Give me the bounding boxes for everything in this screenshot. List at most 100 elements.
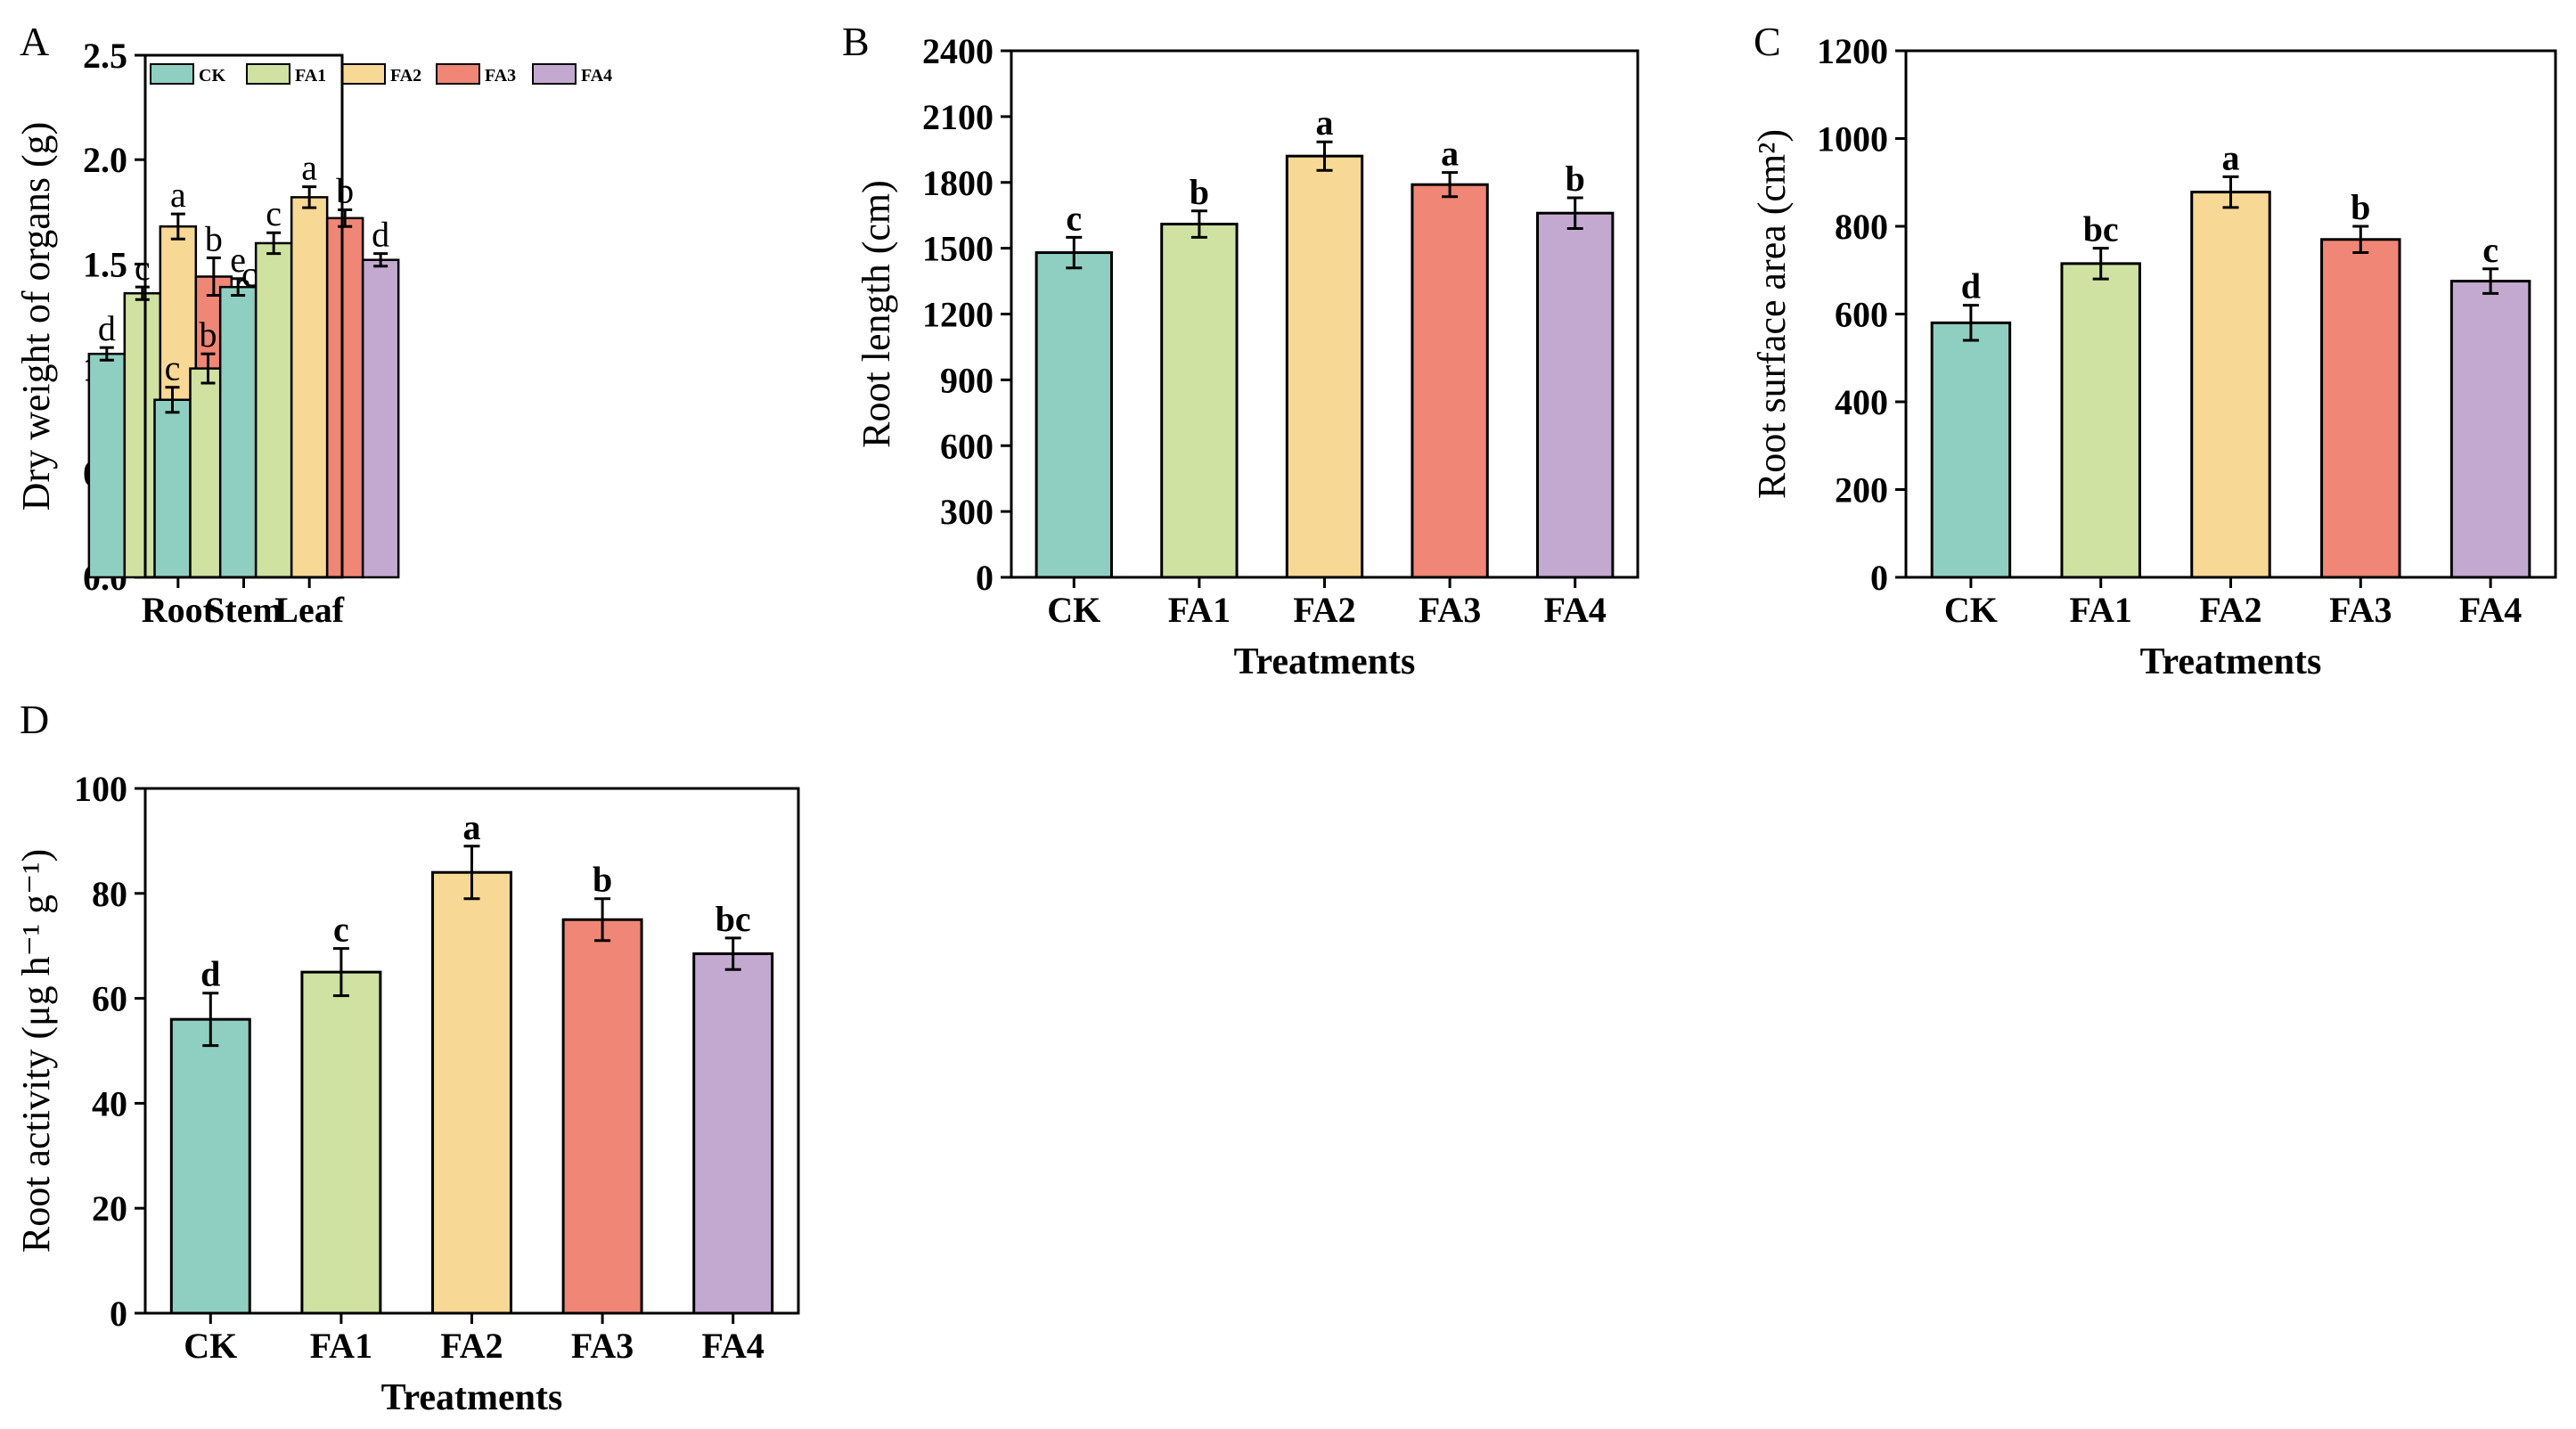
- significance-letter: a: [301, 148, 317, 188]
- bar: [361, 258, 400, 579]
- y-tick-label: 80: [92, 874, 127, 914]
- significance-letter: c: [2482, 230, 2498, 270]
- bar: [1034, 251, 1113, 579]
- bar: [290, 196, 329, 579]
- legend-label: FA2: [390, 66, 421, 86]
- significance-letter: b: [1566, 159, 1585, 199]
- legend-label: FA3: [485, 66, 516, 86]
- y-tick-label: 60: [92, 979, 127, 1019]
- bar: [561, 918, 643, 1315]
- bar: [1411, 183, 1489, 579]
- y-tick-label: 600: [940, 426, 994, 466]
- bar: [1930, 321, 2012, 579]
- panel-letter: A: [20, 19, 49, 64]
- y-tick-label: 2.5: [83, 36, 127, 76]
- legend-label: FA4: [581, 66, 612, 86]
- y-tick-label: 100: [74, 769, 127, 809]
- plot-frame: [1904, 49, 2557, 579]
- panel-b: B 0 300 600 900 1200 1500 1800 2100 2400 Root leng…: [842, 19, 1640, 682]
- significance-letter: b: [336, 170, 354, 210]
- y-tick-label: 40: [92, 1083, 127, 1123]
- bar: [300, 970, 382, 1315]
- significance-letter: bc: [2083, 209, 2119, 249]
- y-tick-label: 0: [976, 558, 994, 598]
- x-tick-label: Stem: [205, 590, 282, 630]
- bar: [2060, 262, 2141, 579]
- bar: [2320, 238, 2401, 579]
- plot-frame: [143, 787, 800, 1315]
- plot-frame: [143, 53, 344, 579]
- significance-letter: b: [593, 860, 612, 900]
- x-tick-label: CK: [1944, 590, 1998, 630]
- y-tick-label: 300: [940, 492, 994, 532]
- y-tick-label: 0: [1870, 558, 1888, 598]
- x-tick-label: FA4: [2459, 590, 2522, 630]
- y-axis-label: Root length (cm): [855, 180, 898, 448]
- legend-swatch: [246, 63, 290, 85]
- significance-letter: a: [1316, 102, 1334, 143]
- x-tick-label: FA3: [1419, 590, 1481, 630]
- significance-letter: a: [1441, 134, 1459, 174]
- y-tick-label: 200: [1835, 470, 1888, 510]
- y-tick-label: 2.0: [83, 140, 127, 180]
- x-tick-label: FA3: [2329, 590, 2392, 630]
- panel-letter: C: [1754, 19, 1781, 64]
- x-tick-label: CK: [1047, 590, 1100, 630]
- y-tick-label: 1200: [1817, 31, 1888, 71]
- significance-letter: c: [1066, 198, 1082, 238]
- y-tick-label: 0: [110, 1294, 127, 1334]
- bar: [218, 285, 258, 579]
- x-axis-label: Treatments: [2140, 641, 2322, 682]
- bar: [692, 952, 774, 1315]
- significance-letter: a: [2222, 137, 2240, 177]
- y-axis-label: Dry weight of organs (g): [14, 122, 58, 511]
- significance-letter: c: [165, 348, 181, 388]
- y-tick-label: 1.5: [83, 244, 127, 284]
- x-tick-label: FA1: [310, 1326, 372, 1366]
- panel-letter: D: [20, 697, 49, 742]
- legend-label: FA1: [295, 66, 326, 86]
- y-axis-label: Root activity (μg h⁻¹ g⁻¹): [14, 849, 58, 1253]
- y-tick-label: 1800: [922, 163, 994, 203]
- x-tick-label: FA3: [571, 1326, 634, 1366]
- x-tick-label: FA4: [702, 1326, 765, 1366]
- significance-letter: e: [230, 240, 246, 280]
- bar: [153, 398, 192, 579]
- y-tick-label: 20: [92, 1188, 127, 1229]
- panel-c: C 0 200 400 600 800 1000 1200 Root surface area …: [1750, 19, 2557, 682]
- significance-letter: d: [98, 308, 116, 348]
- x-tick-label: Leaf: [274, 590, 344, 630]
- y-tick-label: 900: [940, 360, 994, 400]
- significance-letter: b: [1190, 172, 1209, 212]
- legend-label: CK: [199, 66, 225, 86]
- bar: [1285, 154, 1364, 579]
- x-tick-label: CK: [184, 1326, 237, 1366]
- x-tick-label: FA2: [2199, 590, 2261, 630]
- significance-letter: b: [200, 314, 217, 355]
- bar: [254, 241, 293, 579]
- panel-letter: B: [842, 19, 870, 64]
- bar: [87, 352, 127, 579]
- bar: [169, 1017, 251, 1315]
- significance-letter: a: [170, 175, 186, 215]
- significance-letter: d: [1961, 266, 1981, 306]
- significance-letter: c: [241, 254, 258, 294]
- x-axis-label: Treatments: [1234, 641, 1416, 682]
- x-tick-label: FA1: [2070, 590, 2132, 630]
- y-tick-label: 400: [1835, 382, 1888, 422]
- x-tick-label: FA2: [440, 1326, 503, 1366]
- legend-swatch: [532, 63, 577, 85]
- significance-letter: b: [2351, 187, 2370, 227]
- significance-letter: d: [200, 954, 220, 994]
- legend-swatch: [150, 63, 194, 85]
- y-tick-label: 1500: [922, 229, 994, 269]
- bar: [431, 870, 512, 1315]
- bar: [1536, 211, 1615, 579]
- y-tick-label: 2400: [922, 31, 994, 71]
- panel-d: D 0 20 40 60 80 100 Root activity (μg h⁻¹ g⁻¹) d…: [14, 697, 800, 1418]
- bar: [1160, 223, 1239, 579]
- significance-letter: c: [266, 193, 282, 233]
- bar: [2190, 191, 2271, 579]
- y-axis-label: Root surface area (cm²): [1750, 129, 1794, 499]
